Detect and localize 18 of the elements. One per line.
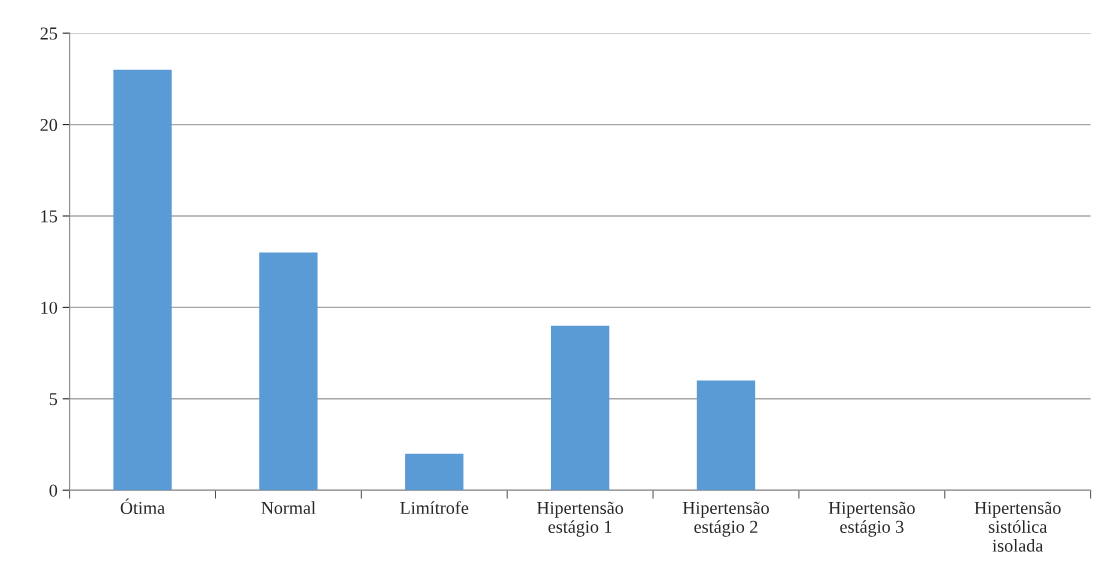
- bar: [550, 325, 610, 491]
- bar: [696, 380, 756, 491]
- x-tick-label: Limítrofe: [400, 501, 469, 515]
- y-tick-label: 20: [40, 118, 58, 132]
- x-tick-label: Ótima: [120, 498, 165, 515]
- y-tick-label: 5: [49, 393, 58, 406]
- y-tick-label: 0: [49, 484, 58, 497]
- x-tick-label: Normal: [261, 501, 316, 515]
- y-tick-label: 10: [41, 301, 58, 314]
- x-tick-label: Hipertensão estágio 1: [537, 501, 624, 537]
- x-tick-label: Hipertensão estágio 2: [682, 501, 769, 537]
- bar: [259, 252, 318, 491]
- bar: [405, 453, 464, 491]
- y-tick-label: 15: [41, 210, 58, 223]
- bar: [113, 69, 172, 491]
- y-tick-label: 25: [40, 27, 58, 40]
- x-tick-label: Hipertensão estágio 3: [828, 501, 915, 537]
- x-tick-label: Hipertensão sistólica isolada: [974, 501, 1061, 552]
